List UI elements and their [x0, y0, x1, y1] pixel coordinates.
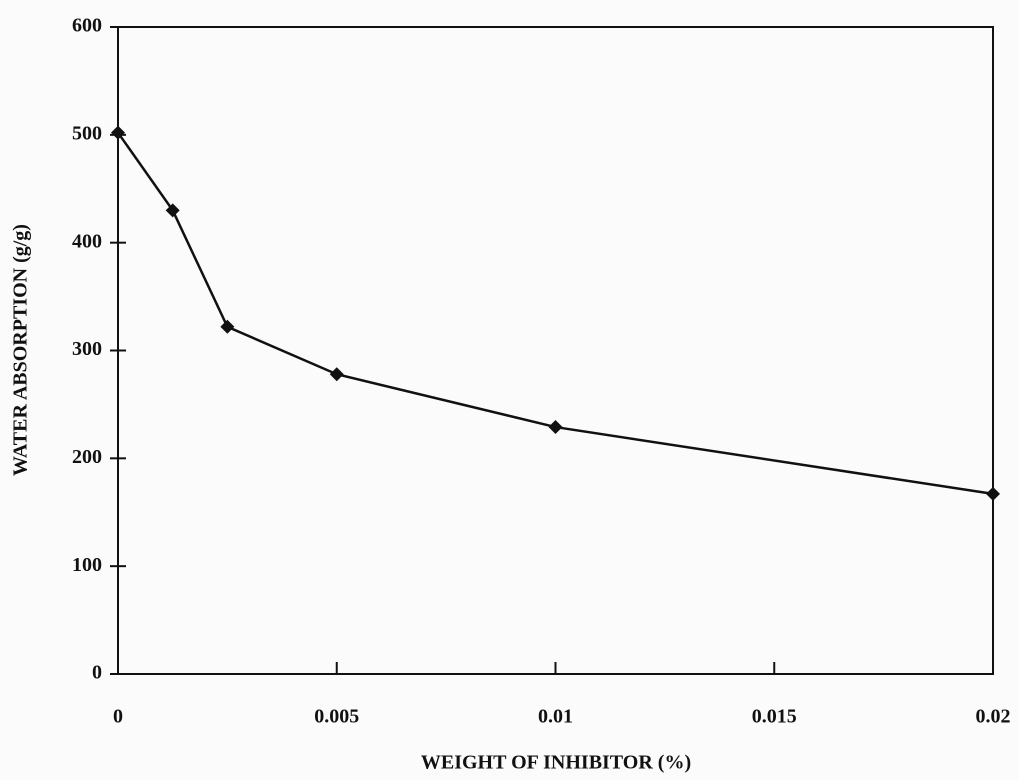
x-tick-label: 0.01 — [538, 706, 573, 728]
x-tick-label: 0 — [113, 706, 123, 728]
y-tick-label: 100 — [72, 554, 102, 576]
x-tick-label: 0.005 — [314, 706, 359, 728]
x-tick-label: 0.015 — [752, 706, 797, 728]
y-tick-label: 0 — [92, 662, 102, 684]
y-tick-label: 500 — [72, 122, 102, 144]
page: {"chart_data": {"type": "line", "x_label… — [0, 0, 1019, 780]
x-axis-label: WEIGHT OF INHIBITOR (%) — [421, 752, 691, 774]
y-axis-label: WATER ABSORPTION (g/g) — [10, 224, 32, 476]
y-tick-label: 400 — [72, 230, 102, 252]
y-tick-label: 200 — [72, 446, 102, 468]
y-tick-label: 300 — [72, 338, 102, 360]
y-tick-label: 600 — [72, 15, 102, 37]
background — [0, 0, 1019, 780]
chart: WEIGHT OF INHIBITOR (%) WATER ABSORPTION… — [0, 0, 1019, 780]
x-tick-label: 0.02 — [976, 706, 1011, 728]
